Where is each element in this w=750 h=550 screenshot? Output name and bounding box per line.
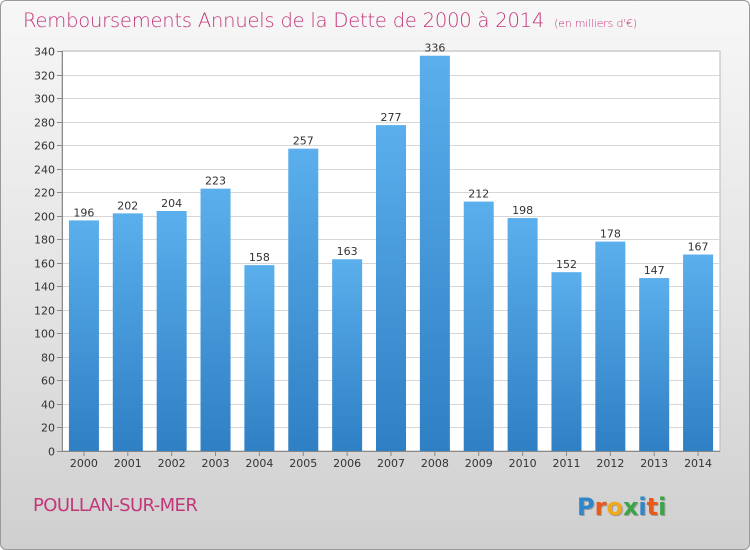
x-tick-label: 2003 xyxy=(202,457,230,470)
x-tick-label: 2001 xyxy=(114,457,142,470)
x-tick-label: 2009 xyxy=(465,457,493,470)
bar-2000 xyxy=(68,220,99,451)
bar-value-label: 158 xyxy=(249,251,270,264)
bar-2010 xyxy=(507,218,538,451)
y-tick-label: 320 xyxy=(34,70,55,83)
y-tick-label: 40 xyxy=(41,399,55,412)
chart-title-line: Remboursements Annuels de la Dette de 20… xyxy=(23,9,637,32)
y-tick-label: 20 xyxy=(41,422,55,435)
bar-2004 xyxy=(244,265,275,451)
chart-subtitle: (en milliers d'€) xyxy=(554,17,637,30)
bar-2012 xyxy=(595,241,626,451)
y-tick-label: 60 xyxy=(41,375,55,388)
bar-value-label: 163 xyxy=(337,245,358,258)
x-tick-label: 2006 xyxy=(333,457,361,470)
x-tick-label: 2013 xyxy=(640,457,668,470)
x-tick-label: 2005 xyxy=(289,457,317,470)
x-tick-label: 2008 xyxy=(421,457,449,470)
logo-letter: x xyxy=(622,493,639,521)
y-tick-label: 180 xyxy=(34,234,55,247)
bar-value-label: 212 xyxy=(468,188,489,201)
x-tick-label: 2010 xyxy=(509,457,537,470)
y-tick-label: 120 xyxy=(34,305,55,318)
x-tick-label: 2007 xyxy=(377,457,405,470)
logo-letter: i xyxy=(658,493,667,521)
bar-value-label: 257 xyxy=(293,135,314,148)
bar-2006 xyxy=(332,259,363,451)
logo-letter: t xyxy=(646,493,659,521)
bar-2002 xyxy=(156,211,187,451)
x-tick-label: 2002 xyxy=(158,457,186,470)
bar-2014 xyxy=(683,254,714,451)
bar-2003 xyxy=(200,188,231,451)
bar-2011 xyxy=(551,272,582,451)
y-tick-label: 140 xyxy=(34,281,55,294)
y-tick-label: 240 xyxy=(34,164,55,177)
x-tick-label: 2011 xyxy=(552,457,580,470)
logo-letter: o xyxy=(606,493,623,521)
x-tick-label: 2004 xyxy=(245,457,273,470)
x-tick-label: 2012 xyxy=(596,457,624,470)
bar-2013 xyxy=(639,278,670,451)
y-tick-label: 160 xyxy=(34,258,55,271)
bar-value-label: 223 xyxy=(205,175,226,188)
y-tick-label: 0 xyxy=(48,446,55,459)
x-tick-label: 2000 xyxy=(70,457,98,470)
y-tick-label: 200 xyxy=(34,211,55,224)
bar-value-label: 152 xyxy=(556,258,577,271)
proxiti-logo: Proxiti xyxy=(577,493,666,521)
y-tick-label: 220 xyxy=(34,187,55,200)
bar-value-label: 147 xyxy=(644,264,665,277)
bar-value-label: 178 xyxy=(600,228,621,241)
bar-value-label: 196 xyxy=(73,206,94,219)
y-tick-label: 260 xyxy=(34,140,55,153)
bar-2005 xyxy=(288,148,319,451)
bar-value-label: 277 xyxy=(381,111,402,124)
bar-value-label: 202 xyxy=(117,199,138,212)
x-tick-label: 2014 xyxy=(684,457,712,470)
bar-value-label: 167 xyxy=(688,241,709,254)
bar-value-label: 198 xyxy=(512,204,533,217)
logo-letter: P xyxy=(577,493,595,521)
y-tick-label: 340 xyxy=(34,46,55,59)
bar-2009 xyxy=(463,201,494,451)
bar-2007 xyxy=(376,125,406,451)
logo-letter: i xyxy=(638,493,647,521)
logo-letter: r xyxy=(594,493,607,521)
chart-title: Remboursements Annuels de la Dette de 20… xyxy=(23,9,545,32)
commune-name: POULLAN-SUR-MER xyxy=(33,495,198,516)
bar-value-label: 204 xyxy=(161,197,182,210)
bar-value-label: 336 xyxy=(424,42,445,55)
y-tick-label: 100 xyxy=(34,328,55,341)
bar-2008 xyxy=(419,55,450,452)
bar-2001 xyxy=(112,213,143,451)
y-tick-label: 80 xyxy=(41,352,55,365)
y-tick-label: 280 xyxy=(34,117,55,130)
y-tick-label: 300 xyxy=(34,93,55,106)
